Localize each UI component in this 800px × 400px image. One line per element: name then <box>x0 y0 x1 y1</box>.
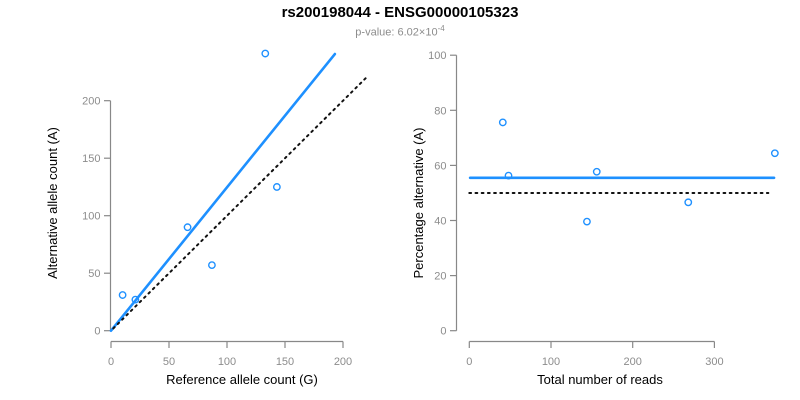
x-tick-label: 100 <box>542 356 560 368</box>
y-axis-label: Alternative allele count (A) <box>45 127 60 279</box>
data-point <box>261 49 270 58</box>
data-point <box>183 223 192 232</box>
y-tick-label: 50 <box>88 268 100 280</box>
x-axis-label: Reference allele count (G) <box>166 372 318 387</box>
y-tick-label: 0 <box>94 326 100 338</box>
chart-subtitle: p-value: 6.02×10-4 <box>0 24 800 39</box>
data-point <box>684 198 693 207</box>
data-point <box>208 261 216 270</box>
x-tick-label: 50 <box>163 356 175 368</box>
x-tick-label: 100 <box>218 356 236 368</box>
y-tick-label: 40 <box>434 216 446 228</box>
x-tick-label: 150 <box>276 356 294 368</box>
fit-line <box>109 52 337 333</box>
data-point <box>498 118 507 127</box>
p-value-text: p-value: 6.02×10 <box>355 26 438 39</box>
y-axis-label: Percentage alternative (A) <box>411 127 426 278</box>
y-tick-label: 100 <box>428 50 446 62</box>
y-tick-label: 80 <box>434 105 446 117</box>
data-point <box>118 291 127 299</box>
x-tick-label: 0 <box>466 356 472 368</box>
y-tick-label: 150 <box>82 153 100 165</box>
y-tick-label: 0 <box>440 326 446 338</box>
p-value-exponent: -4 <box>437 24 445 33</box>
chart-title: rs200198044 - ENSG00000105323 <box>281 4 519 21</box>
percentage-scatter: 0 20 40 60 80 100 0 100 200 300 Total number of re… <box>411 50 779 387</box>
y-tick-label: 20 <box>434 271 446 283</box>
y-tick-label: 200 <box>82 96 100 108</box>
allele-count-scatter: 0 50 100 150 200 0 50 100 150 200 Reference allele… <box>45 49 370 387</box>
data-point <box>770 149 779 158</box>
x-tick-label: 300 <box>705 356 723 368</box>
x-tick-label: 0 <box>108 356 114 368</box>
data-point <box>131 295 140 304</box>
x-axis-label: Total number of reads <box>537 372 663 387</box>
x-tick-label: 200 <box>624 356 642 368</box>
y-tick-label: 60 <box>434 160 446 172</box>
y-tick-label: 100 <box>82 211 100 223</box>
identity-line <box>112 74 370 330</box>
data-point <box>592 167 601 176</box>
data-point <box>583 217 591 226</box>
x-tick-label: 200 <box>334 356 352 368</box>
data-point <box>272 183 281 191</box>
